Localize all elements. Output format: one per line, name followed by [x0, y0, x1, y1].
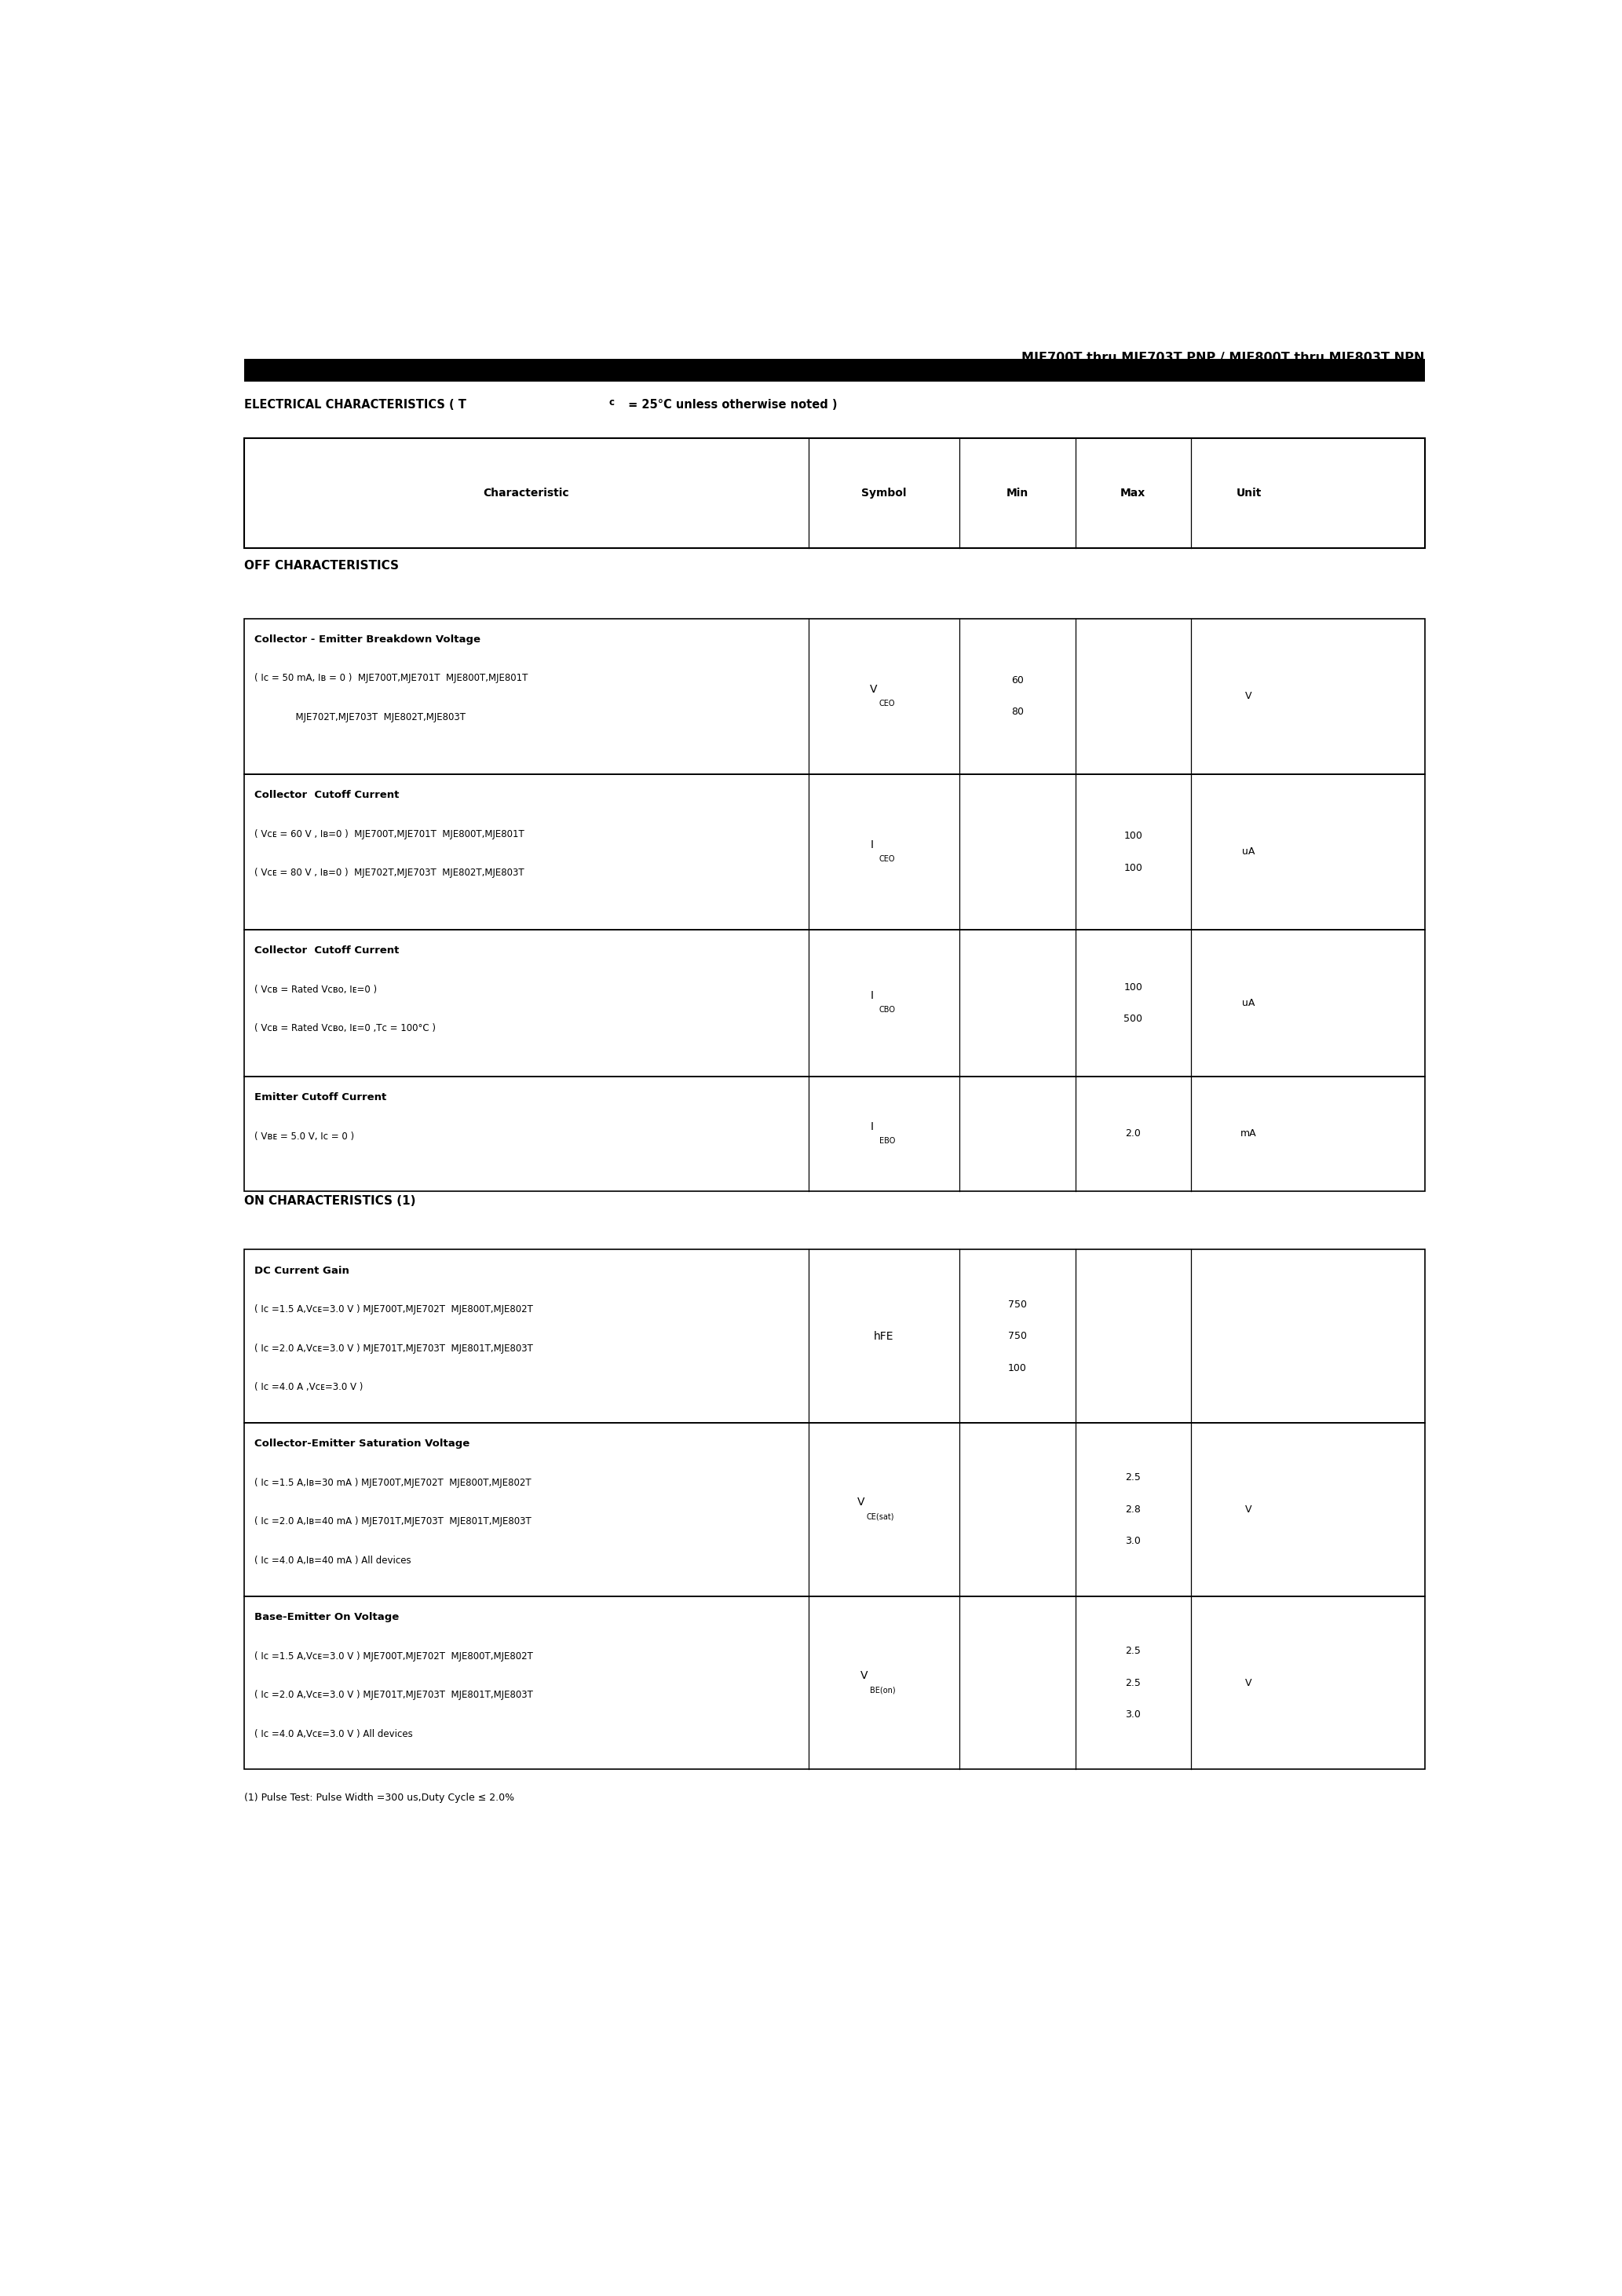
- Text: MJE702T,MJE703T  MJE802T,MJE803T: MJE702T,MJE703T MJE802T,MJE803T: [255, 712, 466, 723]
- Bar: [245, 1077, 1424, 1192]
- Text: ( Iᴄ =2.0 A,Vᴄᴇ=3.0 V ) MJE701T,MJE703T  MJE801T,MJE803T: ( Iᴄ =2.0 A,Vᴄᴇ=3.0 V ) MJE701T,MJE703T …: [255, 1690, 534, 1699]
- Text: 750: 750: [1007, 1332, 1027, 1341]
- Text: V: V: [861, 1669, 868, 1681]
- Text: 500: 500: [1124, 1015, 1142, 1024]
- Text: CBO: CBO: [879, 1006, 895, 1015]
- Text: Max: Max: [1121, 487, 1145, 498]
- Text: CEO: CEO: [879, 854, 895, 863]
- Text: 80: 80: [1011, 707, 1023, 716]
- Text: ( Vʙᴇ = 5.0 V, Iᴄ = 0 ): ( Vʙᴇ = 5.0 V, Iᴄ = 0 ): [255, 1132, 354, 1141]
- Text: EBO: EBO: [879, 1137, 895, 1146]
- Text: OFF CHARACTERISTICS: OFF CHARACTERISTICS: [245, 560, 399, 572]
- Text: 60: 60: [1011, 675, 1023, 687]
- Text: Base-Emitter On Voltage: Base-Emitter On Voltage: [255, 1612, 399, 1623]
- Text: DC Current Gain: DC Current Gain: [255, 1265, 349, 1277]
- Text: 100: 100: [1124, 831, 1142, 840]
- Text: ( Vᴄʙ = Rated Vᴄʙᴏ, Iᴇ=0 ): ( Vᴄʙ = Rated Vᴄʙᴏ, Iᴇ=0 ): [255, 985, 376, 994]
- Text: Min: Min: [1006, 487, 1028, 498]
- Text: I: I: [869, 840, 873, 850]
- Text: V: V: [1246, 691, 1252, 700]
- Text: uA: uA: [1242, 999, 1255, 1008]
- Text: 2.8: 2.8: [1126, 1504, 1140, 1515]
- Text: ( Iᴄ =4.0 A ,Vᴄᴇ=3.0 V ): ( Iᴄ =4.0 A ,Vᴄᴇ=3.0 V ): [255, 1382, 363, 1391]
- Bar: [245, 439, 1424, 549]
- Text: hFE: hFE: [874, 1332, 894, 1341]
- Bar: [245, 358, 1424, 381]
- Text: Emitter Cutoff Current: Emitter Cutoff Current: [255, 1093, 386, 1102]
- Text: MJE700T thru MJE703T PNP / MJE800T thru MJE803T NPN: MJE700T thru MJE703T PNP / MJE800T thru …: [1022, 351, 1424, 363]
- Text: ( Iᴄ = 50 mA, Iʙ = 0 )  MJE700T,MJE701T  MJE800T,MJE801T: ( Iᴄ = 50 mA, Iʙ = 0 ) MJE700T,MJE701T M…: [255, 673, 527, 684]
- Text: I: I: [869, 990, 873, 1001]
- Text: ( Iᴄ =4.0 A,Iʙ=40 mA ) All devices: ( Iᴄ =4.0 A,Iʙ=40 mA ) All devices: [255, 1554, 410, 1566]
- Text: CEO: CEO: [879, 700, 895, 707]
- Text: 2.0: 2.0: [1126, 1130, 1140, 1139]
- Text: Unit: Unit: [1236, 487, 1262, 498]
- Text: I: I: [869, 1120, 873, 1132]
- Text: CE(sat): CE(sat): [866, 1513, 894, 1520]
- Text: ( Vᴄᴇ = 60 V , Iʙ=0 )  MJE700T,MJE701T  MJE800T,MJE801T: ( Vᴄᴇ = 60 V , Iʙ=0 ) MJE700T,MJE701T MJ…: [255, 829, 524, 838]
- Text: ON CHARACTERISTICS (1): ON CHARACTERISTICS (1): [245, 1194, 415, 1208]
- Text: 2.5: 2.5: [1126, 1472, 1140, 1483]
- Text: Collector  Cutoff Current: Collector Cutoff Current: [255, 946, 399, 955]
- Text: c: c: [608, 397, 615, 409]
- Text: Characteristic: Characteristic: [483, 487, 569, 498]
- Text: ( Iᴄ =4.0 A,Vᴄᴇ=3.0 V ) All devices: ( Iᴄ =4.0 A,Vᴄᴇ=3.0 V ) All devices: [255, 1729, 412, 1738]
- Text: Collector-Emitter Saturation Voltage: Collector-Emitter Saturation Voltage: [255, 1440, 470, 1449]
- Text: BE(on): BE(on): [869, 1685, 895, 1694]
- Bar: [245, 774, 1424, 930]
- Text: ( Iᴄ =2.0 A,Iʙ=40 mA ) MJE701T,MJE703T  MJE801T,MJE803T: ( Iᴄ =2.0 A,Iʙ=40 mA ) MJE701T,MJE703T M…: [255, 1518, 532, 1527]
- Text: 3.0: 3.0: [1126, 1536, 1140, 1548]
- Text: ( Vᴄᴇ = 80 V , Iʙ=0 )  MJE702T,MJE703T  MJE802T,MJE803T: ( Vᴄᴇ = 80 V , Iʙ=0 ) MJE702T,MJE703T MJ…: [255, 868, 524, 877]
- Bar: [245, 1424, 1424, 1596]
- Text: Collector  Cutoff Current: Collector Cutoff Current: [255, 790, 399, 801]
- Bar: [245, 618, 1424, 774]
- Text: = 25°C unless otherwise noted ): = 25°C unless otherwise noted ): [624, 400, 837, 411]
- Text: V: V: [869, 684, 878, 696]
- Text: Collector - Emitter Breakdown Voltage: Collector - Emitter Breakdown Voltage: [255, 634, 480, 645]
- Text: ( Vᴄʙ = Rated Vᴄʙᴏ, Iᴇ=0 ,Tᴄ = 100°C ): ( Vᴄʙ = Rated Vᴄʙᴏ, Iᴇ=0 ,Tᴄ = 100°C ): [255, 1024, 436, 1033]
- Text: V: V: [858, 1497, 865, 1508]
- Text: 100: 100: [1124, 983, 1142, 992]
- Text: 100: 100: [1124, 863, 1142, 872]
- Text: 3.0: 3.0: [1126, 1711, 1140, 1720]
- Text: mA: mA: [1241, 1130, 1257, 1139]
- Text: ( Iᴄ =1.5 A,Iʙ=30 mA ) MJE700T,MJE702T  MJE800T,MJE802T: ( Iᴄ =1.5 A,Iʙ=30 mA ) MJE700T,MJE702T M…: [255, 1479, 530, 1488]
- Text: ( Iᴄ =1.5 A,Vᴄᴇ=3.0 V ) MJE700T,MJE702T  MJE800T,MJE802T: ( Iᴄ =1.5 A,Vᴄᴇ=3.0 V ) MJE700T,MJE702T …: [255, 1651, 534, 1662]
- Text: 100: 100: [1007, 1364, 1027, 1373]
- Text: V: V: [1246, 1504, 1252, 1515]
- Text: ( Iᴄ =1.5 A,Vᴄᴇ=3.0 V ) MJE700T,MJE702T  MJE800T,MJE802T: ( Iᴄ =1.5 A,Vᴄᴇ=3.0 V ) MJE700T,MJE702T …: [255, 1304, 534, 1316]
- Text: uA: uA: [1242, 847, 1255, 856]
- Text: 750: 750: [1007, 1300, 1027, 1309]
- Text: ELECTRICAL CHARACTERISTICS ( T: ELECTRICAL CHARACTERISTICS ( T: [245, 400, 466, 411]
- Bar: [245, 1596, 1424, 1770]
- Text: 2.5: 2.5: [1126, 1678, 1140, 1688]
- Text: 2.5: 2.5: [1126, 1646, 1140, 1655]
- Text: ( Iᴄ =2.0 A,Vᴄᴇ=3.0 V ) MJE701T,MJE703T  MJE801T,MJE803T: ( Iᴄ =2.0 A,Vᴄᴇ=3.0 V ) MJE701T,MJE703T …: [255, 1343, 534, 1355]
- Text: V: V: [1246, 1678, 1252, 1688]
- Bar: [245, 1249, 1424, 1424]
- Text: (1) Pulse Test: Pulse Width =300 us,Duty Cycle ≤ 2.0%: (1) Pulse Test: Pulse Width =300 us,Duty…: [245, 1793, 514, 1802]
- Text: Symbol: Symbol: [861, 487, 907, 498]
- Bar: [245, 930, 1424, 1077]
